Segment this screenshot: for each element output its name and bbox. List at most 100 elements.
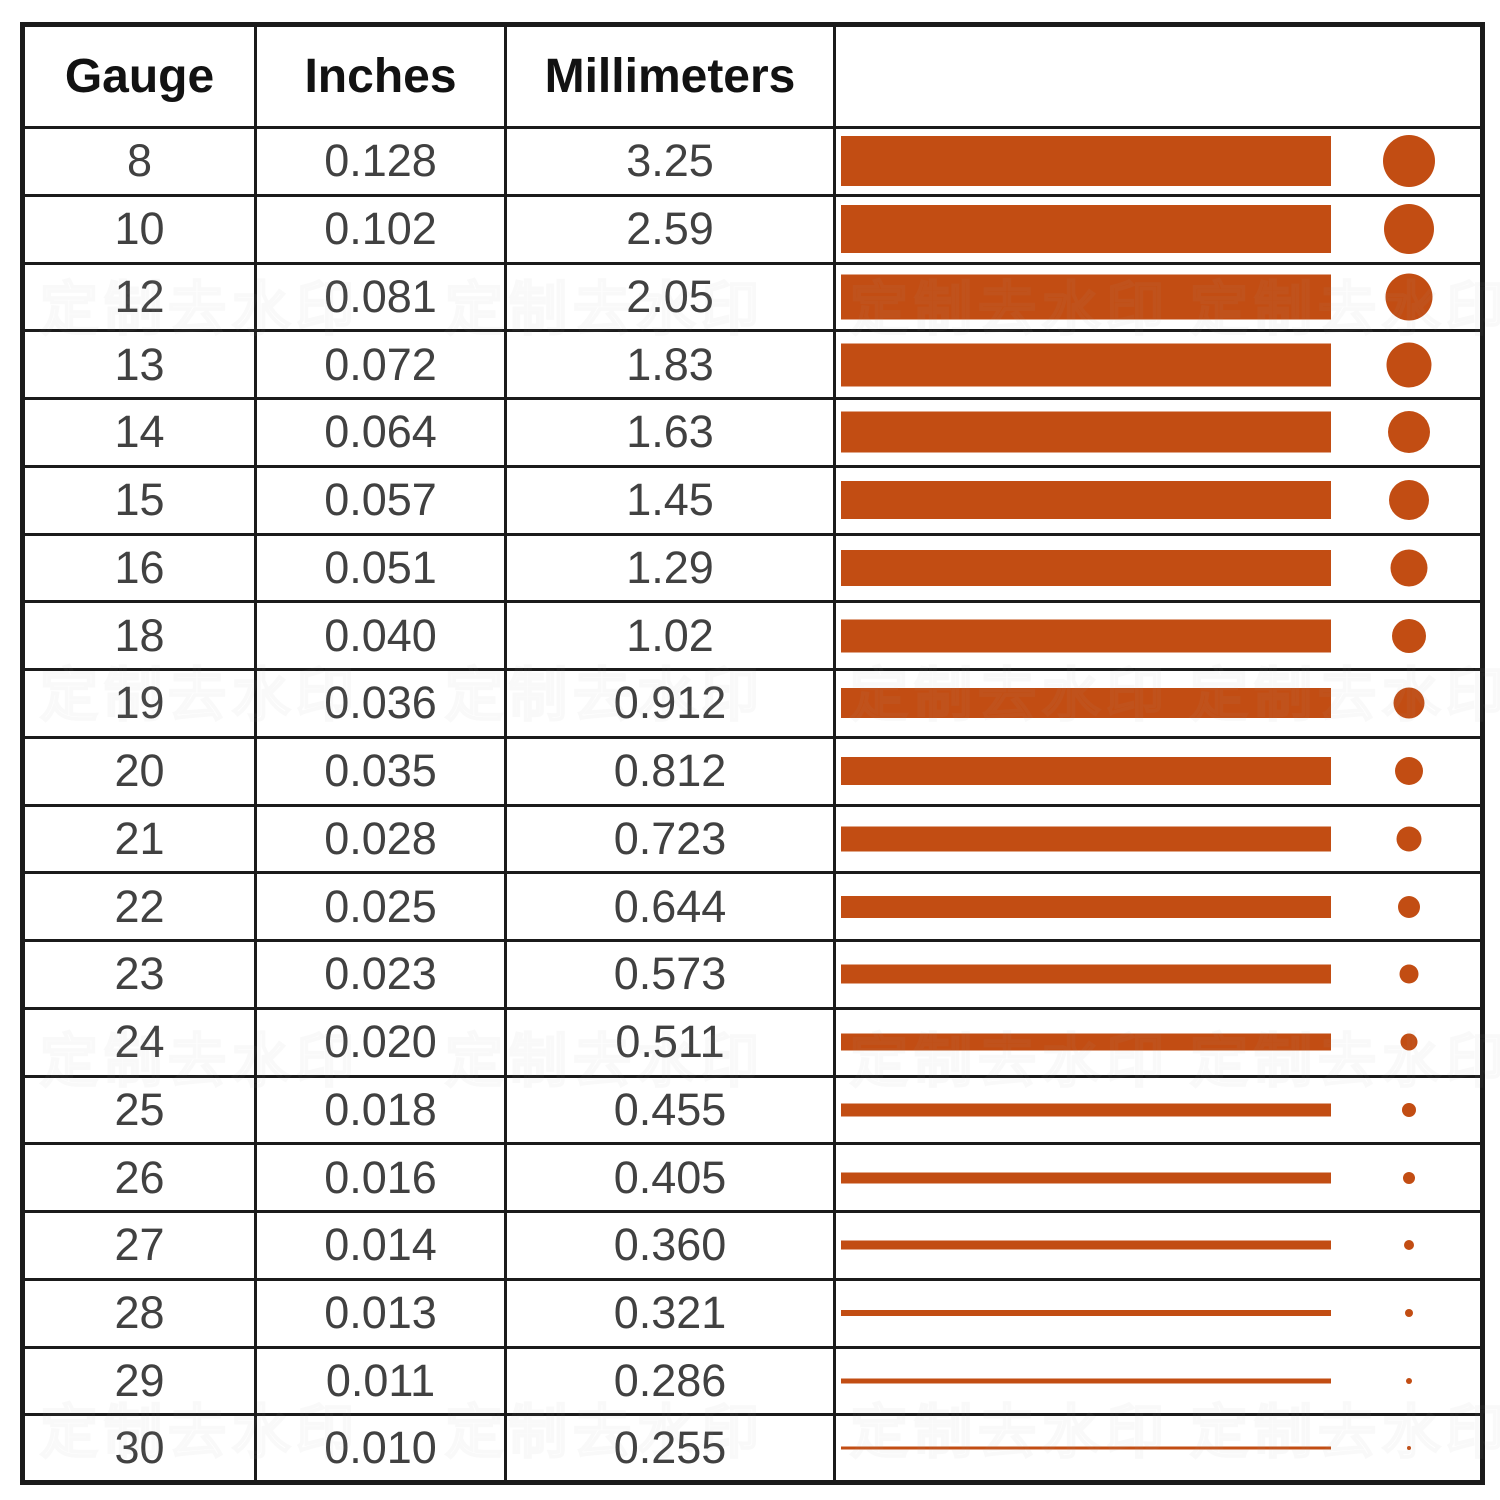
wire-cross-section-dot [1386,342,1432,388]
gauge-cell: 20 [21,735,257,807]
gauge-cell: 12 [21,261,257,333]
wire-visual-cell [833,1006,1484,1078]
wire-thickness-bar [841,274,1331,320]
wire-cross-section-dot [1398,895,1420,918]
mm-cell: 0.912 [504,668,836,739]
wire-cross-section-dot [1390,549,1428,587]
wire-visual-cell [833,1210,1484,1281]
gauge-cell: 27 [21,1210,257,1281]
inches-cell: 0.016 [254,1142,507,1213]
wire-visual-cell [833,803,1484,875]
mm-cell: 2.59 [504,193,836,265]
col-header-visual [833,23,1484,129]
gauge-cell: 25 [21,1074,257,1146]
wire-thickness-bar [841,757,1331,786]
wire-visual-cell [833,329,1484,400]
wire-cross-section-dot [1393,687,1425,719]
wire-visual-cell [833,261,1484,333]
mm-cell: 0.405 [504,1142,836,1213]
inches-cell: 0.013 [254,1277,507,1349]
wire-cross-section-dot [1406,1377,1412,1384]
gauge-cell: 13 [21,329,257,400]
gauge-cell: 28 [21,1277,257,1349]
table-row: 21 0.028 0.723 [21,803,1484,875]
wire-thickness-bar [841,619,1331,653]
table-row: 22 0.025 0.644 [21,871,1484,942]
table-row: 18 0.040 1.02 [21,600,1484,671]
wire-thickness-bar [841,688,1331,719]
wire-visual-cell [833,939,1484,1010]
wire-thickness-bar [841,1240,1331,1250]
wire-visual-cell [833,871,1484,942]
inches-cell: 0.011 [254,1345,507,1417]
wire-visual-cell [833,668,1484,739]
wire-cross-section-dot [1407,1446,1411,1451]
table-row: 29 0.011 0.286 [21,1345,1484,1417]
wire-visual-cell [833,1413,1484,1484]
table-row: 16 0.051 1.29 [21,532,1484,604]
wire-thickness-bar [841,1172,1331,1184]
table-row: 14 0.064 1.63 [21,397,1484,468]
inches-cell: 0.036 [254,668,507,739]
wire-thickness-bar [841,549,1331,586]
inches-cell: 0.081 [254,261,507,333]
gauge-cell: 21 [21,803,257,875]
inches-cell: 0.128 [254,126,507,197]
table-row: 15 0.057 1.45 [21,464,1484,536]
wire-visual-cell [833,1345,1484,1417]
table-row: 10 0.102 2.59 [21,193,1484,265]
table-row: 19 0.036 0.912 [21,668,1484,739]
wire-cross-section-dot [1395,757,1423,786]
wire-thickness-bar [841,1378,1331,1384]
mm-cell: 0.511 [504,1006,836,1078]
mm-cell: 0.573 [504,939,836,1010]
inches-cell: 0.035 [254,735,507,807]
wire-cross-section-dot [1389,480,1429,521]
wire-cross-section-dot [1392,618,1426,653]
gauge-cell: 15 [21,464,257,536]
wire-visual-cell [833,735,1484,807]
col-header-millimeters: Millimeters [504,23,836,129]
table-row: 26 0.016 0.405 [21,1142,1484,1213]
gauge-cell: 19 [21,668,257,739]
inches-cell: 0.072 [254,329,507,400]
mm-cell: 3.25 [504,126,836,197]
wire-thickness-bar [841,826,1331,852]
table-row: 28 0.013 0.321 [21,1277,1484,1349]
wire-thickness-bar [841,1310,1331,1317]
mm-cell: 0.723 [504,803,836,875]
wire-visual-cell [833,600,1484,671]
wire-visual-cell [833,126,1484,197]
gauge-cell: 8 [21,126,257,197]
wire-cross-section-dot [1384,204,1434,255]
wire-cross-section-dot [1402,1102,1416,1117]
wire-thickness-bar [841,411,1331,453]
gauge-cell: 26 [21,1142,257,1213]
wire-thickness-bar [841,1103,1331,1117]
table-row: 24 0.020 0.511 [21,1006,1484,1078]
wire-thickness-bar [841,895,1331,918]
wire-thickness-bar [841,964,1331,984]
mm-cell: 0.812 [504,735,836,807]
wire-thickness-bar [841,136,1331,187]
wire-thickness-bar [841,1033,1331,1051]
table-row: 25 0.018 0.455 [21,1074,1484,1146]
wire-thickness-bar [841,205,1331,254]
wire-cross-section-dot [1404,1240,1414,1251]
gauge-cell: 29 [21,1345,257,1417]
inches-cell: 0.051 [254,532,507,604]
table-row: 30 0.010 0.255 [21,1413,1484,1484]
gauge-cell: 14 [21,397,257,468]
mm-cell: 2.05 [504,261,836,333]
inches-cell: 0.014 [254,1210,507,1281]
gauge-cell: 10 [21,193,257,265]
table-row: 13 0.072 1.83 [21,329,1484,400]
col-header-inches: Inches [254,23,507,129]
mm-cell: 0.286 [504,1345,836,1417]
gauge-cell: 22 [21,871,257,942]
inches-cell: 0.028 [254,803,507,875]
mm-cell: 0.255 [504,1413,836,1484]
inches-cell: 0.010 [254,1413,507,1484]
mm-cell: 0.644 [504,871,836,942]
wire-cross-section-dot [1388,411,1430,454]
